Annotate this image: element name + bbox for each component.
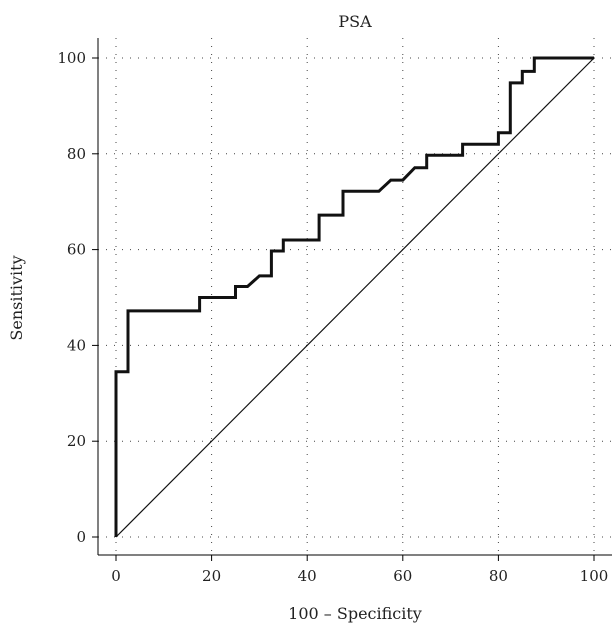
y-tick-label: 20 (67, 432, 86, 450)
x-tick-label: 40 (298, 567, 317, 585)
x-tick-label: 100 (580, 567, 609, 585)
y-tick-label: 100 (57, 49, 86, 67)
grid (98, 38, 612, 555)
tick-labels: 0 20 40 60 80 100 0 20 40 60 80 100 (57, 49, 608, 585)
x-tick-label: 0 (111, 567, 121, 585)
x-tick-label: 20 (202, 567, 221, 585)
y-tick-label: 40 (67, 336, 86, 354)
roc-curve-line (114, 56, 594, 537)
axes (92, 38, 612, 561)
reference-diagonal-line (115, 57, 595, 538)
y-tick-label: 80 (67, 145, 86, 163)
chart-title: PSA (338, 12, 372, 31)
series-group (114, 56, 595, 538)
x-axis-label: 100 – Specificity (288, 604, 422, 623)
x-tick-label: 80 (489, 567, 508, 585)
x-tick-label: 60 (393, 567, 412, 585)
y-tick-label: 60 (67, 241, 86, 259)
y-axis-label: Sensitivity (7, 255, 26, 340)
y-tick-label: 0 (76, 528, 86, 546)
